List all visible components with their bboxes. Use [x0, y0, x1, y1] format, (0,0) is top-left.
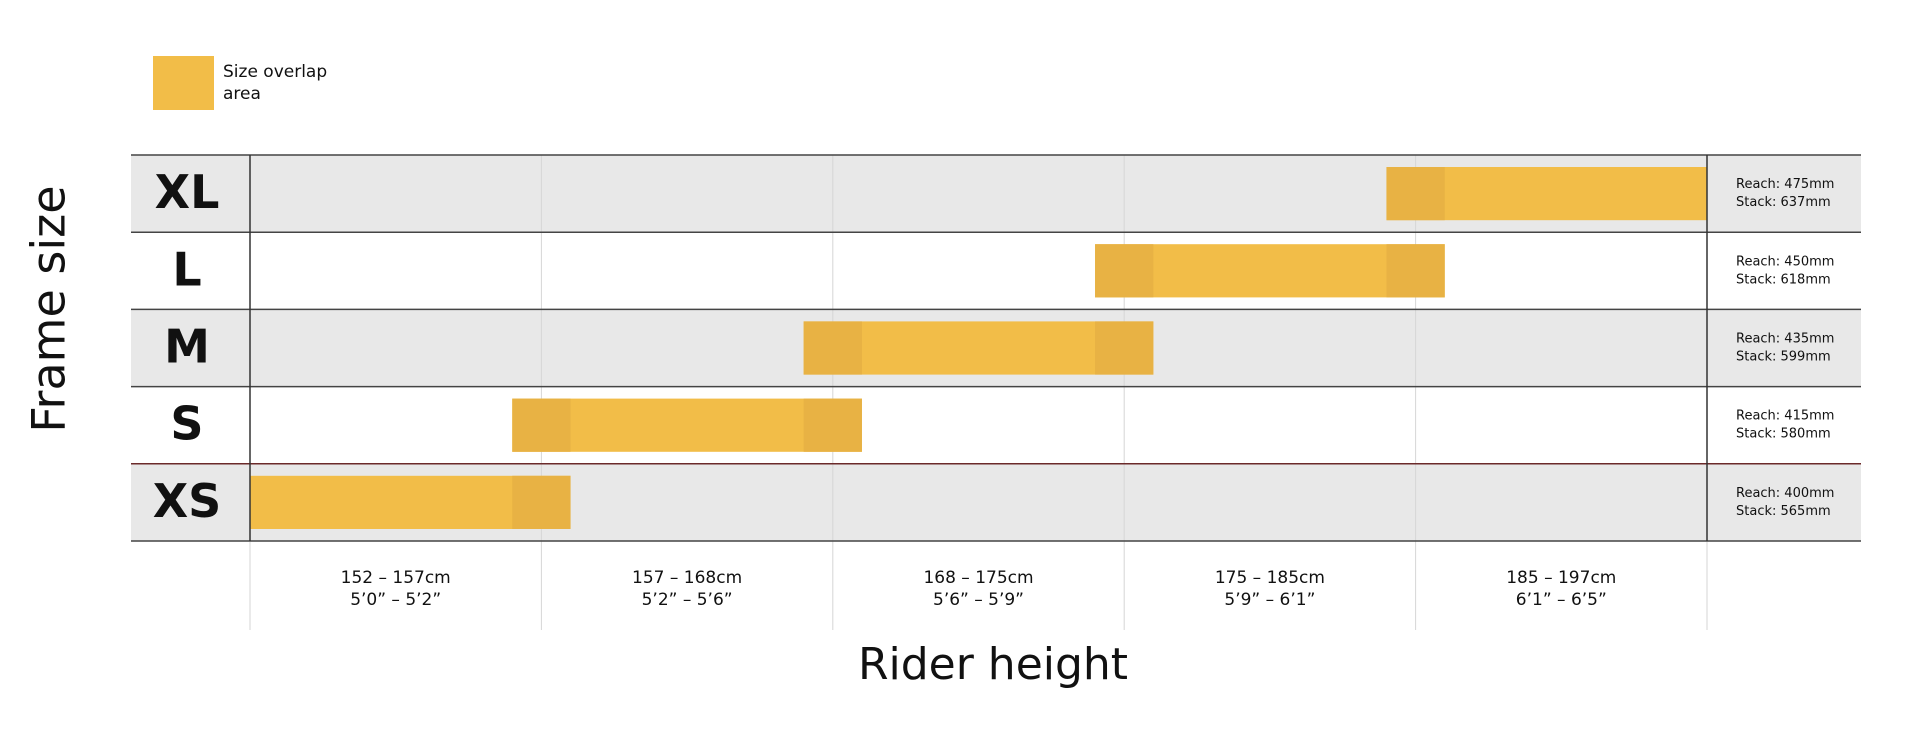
- stack-spec: Stack: 565mm: [1736, 504, 1831, 519]
- legend-label: Size overlap: [223, 62, 327, 82]
- height-imperial: 5’9” – 6’1”: [1224, 590, 1315, 610]
- y-axis-title: Frame size: [22, 185, 76, 432]
- size-label: S: [170, 397, 203, 451]
- height-cm: 152 – 157cm: [341, 568, 451, 588]
- height-cm: 157 – 168cm: [632, 568, 742, 588]
- reach-spec: Reach: 435mm: [1736, 332, 1834, 347]
- overlap-area: [1386, 167, 1445, 221]
- size-label: L: [172, 242, 201, 296]
- stack-spec: Stack: 580mm: [1736, 427, 1831, 442]
- stack-spec: Stack: 618mm: [1736, 272, 1831, 287]
- size-label: XS: [153, 474, 222, 528]
- overlap-area: [512, 398, 571, 452]
- overlap-area: [1095, 244, 1154, 298]
- height-imperial: 6’1” – 6’5”: [1516, 590, 1607, 610]
- grid: XL Reach: 475mm Stack: 637mm L Reach: 450mm S…: [131, 154, 1861, 630]
- legend-swatch: [153, 56, 214, 110]
- reach-spec: Reach: 400mm: [1736, 486, 1834, 501]
- reach-spec: Reach: 450mm: [1736, 254, 1834, 269]
- x-axis-title: Rider height: [858, 639, 1128, 690]
- height-imperial: 5’6” – 5’9”: [933, 590, 1024, 610]
- overlap-area: [803, 398, 862, 452]
- stack-spec: Stack: 599mm: [1736, 350, 1831, 365]
- overlap-area: [512, 475, 571, 529]
- height-cm: 185 – 197cm: [1506, 568, 1616, 588]
- height-imperial: 5’0” – 5’2”: [350, 590, 441, 610]
- height-cm: 168 – 175cm: [923, 568, 1033, 588]
- stack-spec: Stack: 637mm: [1736, 195, 1831, 210]
- size-label: XL: [155, 165, 220, 219]
- size-label: M: [164, 320, 210, 374]
- height-imperial: 5’2” – 5’6”: [642, 590, 733, 610]
- overlap-area: [1386, 244, 1445, 298]
- height-cm: 175 – 185cm: [1215, 568, 1325, 588]
- overlap-area: [1095, 321, 1154, 375]
- overlap-area: [803, 321, 862, 375]
- reach-spec: Reach: 415mm: [1736, 409, 1834, 424]
- reach-spec: Reach: 475mm: [1736, 177, 1834, 192]
- legend-label: area: [223, 84, 261, 104]
